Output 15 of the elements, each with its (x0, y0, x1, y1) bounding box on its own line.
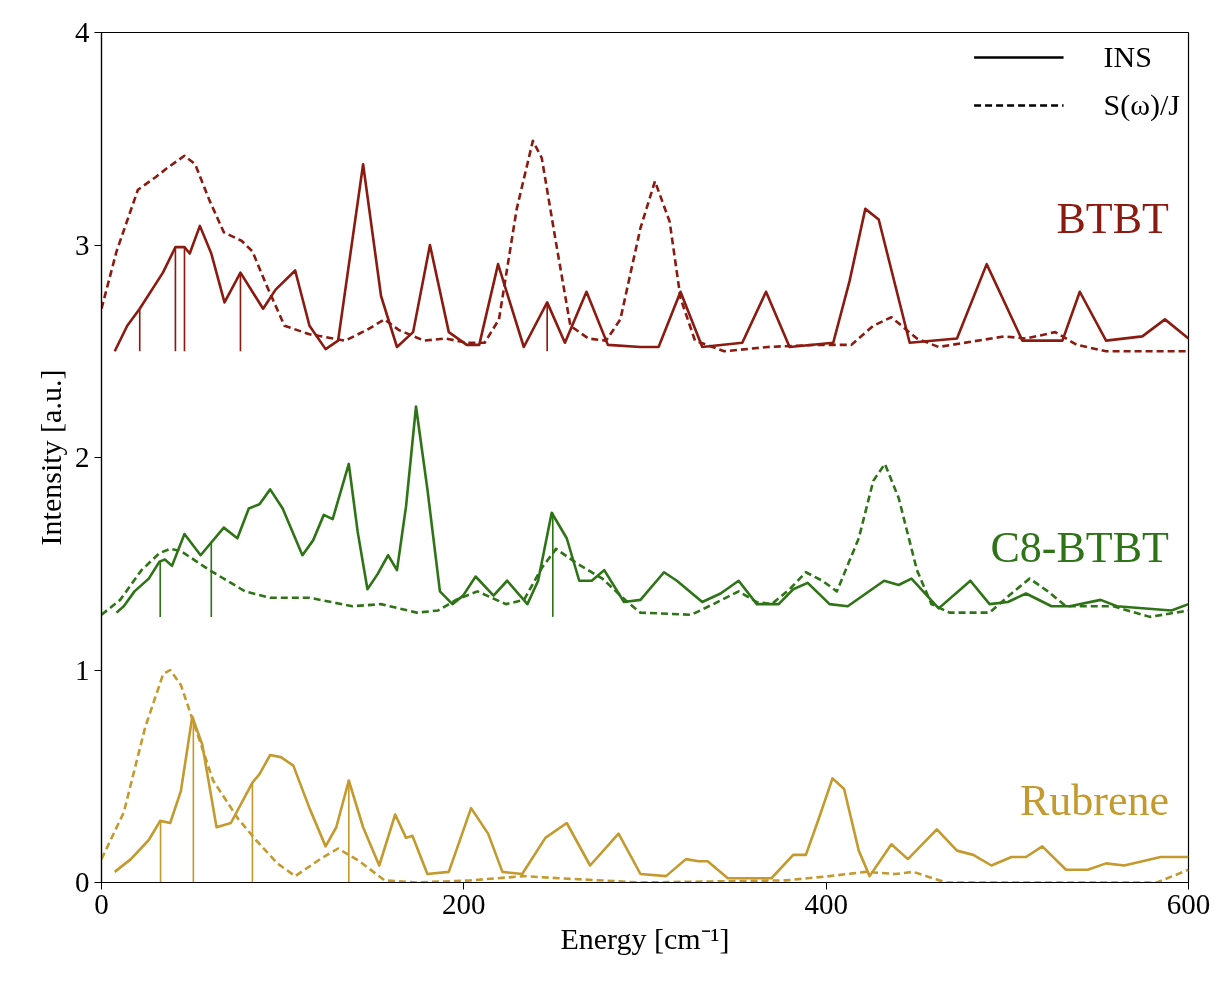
y-tick-label: 3 (75, 228, 90, 261)
y-tick-label: 4 (75, 16, 90, 48)
series-label: C8-BTBT (990, 523, 1170, 573)
y-axis-title: Intensity [a.u.] (34, 369, 67, 546)
y-tick-label: 2 (75, 441, 90, 473)
x-axis-title: Energy [cm⁻¹] (560, 921, 730, 955)
y-tick-label: 0 (75, 866, 90, 898)
x-tick-label: 400 (804, 887, 848, 920)
y-tick-label: 1 (75, 653, 90, 686)
series-label: BTBT (1056, 193, 1170, 243)
x-tick-label: 200 (442, 887, 486, 920)
x-tick-label: 600 (1166, 887, 1211, 920)
series-label: Rubrene (1019, 776, 1169, 826)
legend-label: INS (1103, 40, 1152, 74)
legend-label: S(ω)/J (1103, 88, 1180, 122)
